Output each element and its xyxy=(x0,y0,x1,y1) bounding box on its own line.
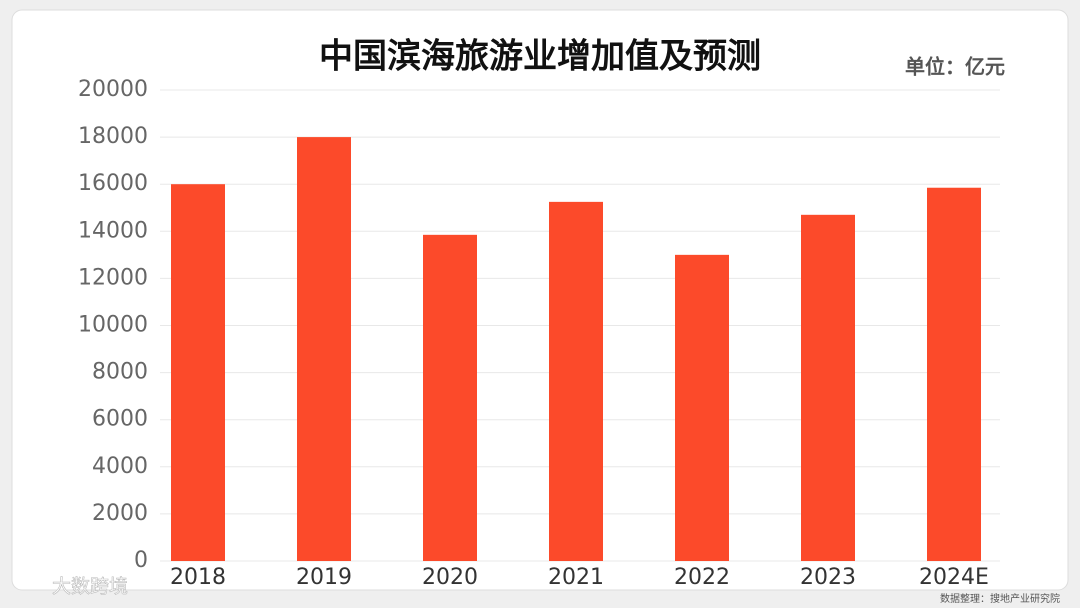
bar xyxy=(423,234,477,561)
x-tick-label: 2020 xyxy=(422,565,478,590)
y-tick-label: 0 xyxy=(134,548,148,573)
y-tick-label: 4000 xyxy=(92,454,148,479)
chart-title: 中国滨海旅游业增加值及预测 xyxy=(319,37,761,77)
x-tick-label: 2022 xyxy=(674,565,730,590)
y-tick-label: 14000 xyxy=(78,218,148,243)
y-tick-label: 18000 xyxy=(78,124,148,149)
watermark: 大数跨境 xyxy=(52,576,128,598)
bar xyxy=(549,201,603,562)
y-tick-label: 2000 xyxy=(92,501,148,526)
source-note: 数据整理：搜地产业研究院 xyxy=(940,592,1060,605)
x-tick-label: 2023 xyxy=(800,565,856,590)
bar xyxy=(675,254,729,561)
y-tick-label: 16000 xyxy=(78,171,148,196)
unit-label: 单位：亿元 xyxy=(905,55,1005,79)
x-tick-label: 2018 xyxy=(170,565,226,590)
y-tick-label: 10000 xyxy=(78,313,148,338)
x-tick-label: 2019 xyxy=(296,565,352,590)
bar xyxy=(801,214,855,561)
bar xyxy=(171,184,225,561)
x-tick-label: 2021 xyxy=(548,565,604,590)
x-tick-label: 2024E xyxy=(919,565,989,590)
y-tick-label: 8000 xyxy=(92,360,148,385)
bar xyxy=(297,137,351,561)
bar xyxy=(927,187,981,562)
y-tick-label: 12000 xyxy=(78,265,148,290)
y-tick-label: 20000 xyxy=(78,77,148,102)
y-tick-label: 6000 xyxy=(92,407,148,432)
card xyxy=(11,9,1069,591)
